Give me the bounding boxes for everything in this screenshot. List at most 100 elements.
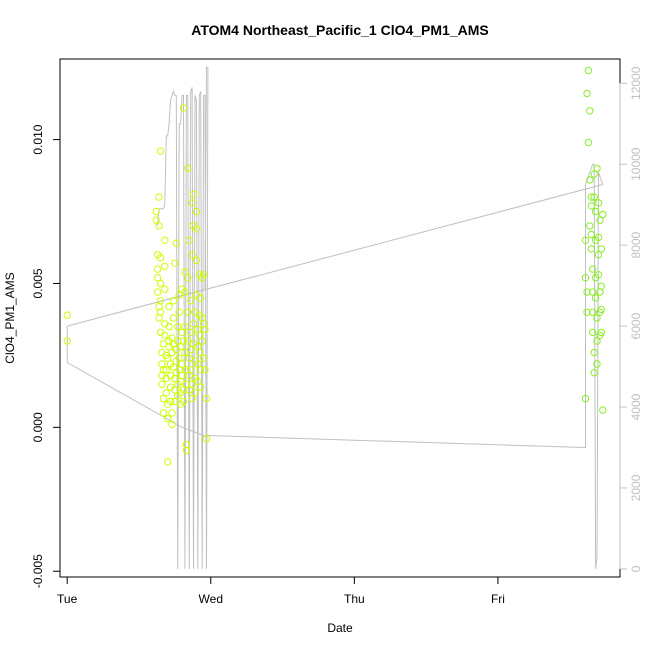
data-point <box>174 322 182 331</box>
data-point <box>166 397 175 406</box>
data-point <box>594 251 603 259</box>
altitude-line-path <box>66 66 604 569</box>
data-point <box>152 216 160 224</box>
y-axis-label: ClO4_PM1_AMS <box>3 272 17 363</box>
data-point <box>161 331 169 339</box>
data-point <box>175 354 183 362</box>
data-point <box>179 386 188 394</box>
data-point <box>181 322 189 331</box>
data-point <box>159 409 168 417</box>
data-point <box>153 265 162 273</box>
data-point <box>159 394 168 403</box>
data-point <box>590 170 598 178</box>
data-point <box>202 394 211 403</box>
data-point <box>594 199 603 207</box>
data-point <box>591 207 600 216</box>
data-point <box>192 256 201 265</box>
data-point <box>164 415 172 423</box>
data-point <box>169 314 178 322</box>
data-point <box>156 253 165 262</box>
data-point <box>168 409 176 417</box>
x-tick-label: Thu <box>344 592 365 606</box>
data-point <box>194 377 202 385</box>
data-point <box>162 366 171 374</box>
data-point <box>171 259 179 267</box>
data-point <box>185 386 193 394</box>
data-point <box>589 265 597 273</box>
data-point <box>188 199 196 207</box>
data-point <box>195 331 204 339</box>
y2-tick-label: 4000 <box>629 393 643 420</box>
data-point <box>187 297 195 305</box>
y-tick-label: 0.010 <box>31 124 45 154</box>
data-point <box>583 308 591 316</box>
data-point <box>593 314 601 322</box>
data-point <box>589 328 597 337</box>
data-point <box>581 236 590 245</box>
data-point <box>175 308 183 316</box>
data-point <box>199 271 208 279</box>
data-point <box>599 210 607 219</box>
data-point <box>184 274 192 282</box>
data-point <box>591 294 600 302</box>
data-point <box>155 193 163 201</box>
data-point <box>172 239 181 247</box>
data-point <box>581 394 590 403</box>
data-point <box>181 288 189 296</box>
data-point <box>63 337 71 345</box>
data-point <box>188 394 196 403</box>
data-point <box>201 325 209 334</box>
data-point <box>182 446 191 455</box>
data-point <box>201 366 209 374</box>
data-point <box>587 193 595 201</box>
data-point <box>583 288 591 296</box>
altitude-line <box>66 66 604 569</box>
data-point <box>179 337 188 345</box>
data-point <box>63 311 71 319</box>
chart-title: ATOM4 Northeast_Pacific_1 ClO4_PM1_AMS <box>191 22 488 38</box>
data-point <box>587 245 595 253</box>
data-point <box>169 363 178 371</box>
y-tick-label: -0.005 <box>31 554 45 588</box>
data-point <box>584 66 593 75</box>
data-point <box>152 207 160 216</box>
data-point <box>199 354 208 362</box>
y2-tick-label: 10000 <box>629 147 643 181</box>
data-point <box>169 297 178 305</box>
data-point <box>597 282 605 290</box>
data-point <box>593 337 601 345</box>
data-point <box>155 222 163 230</box>
y2-tick-label: 0 <box>629 565 643 572</box>
plot-area <box>59 58 621 578</box>
x-tick-label: Wed <box>199 592 223 606</box>
data-point <box>590 369 598 377</box>
data-point <box>162 389 171 397</box>
data-point <box>192 207 201 216</box>
data-point <box>583 89 591 98</box>
data-point <box>189 320 198 328</box>
data-point <box>182 366 191 374</box>
data-point <box>593 164 601 173</box>
data-point <box>168 420 176 429</box>
data-point <box>179 397 188 406</box>
data-point <box>182 440 191 449</box>
data-point <box>189 190 198 199</box>
data-point <box>161 262 169 270</box>
data-point <box>589 308 597 316</box>
data-point <box>165 302 173 311</box>
data-point <box>599 406 607 414</box>
data-point <box>597 328 605 337</box>
data-point <box>156 297 165 305</box>
data-point <box>197 366 205 374</box>
data-point <box>153 288 162 296</box>
y2-tick-label: 6000 <box>629 312 643 339</box>
data-point <box>184 164 192 173</box>
data-point <box>156 308 165 316</box>
data-point <box>159 340 168 348</box>
data-point <box>590 348 598 357</box>
data-point <box>178 371 186 380</box>
data-point <box>159 366 168 374</box>
data-point <box>184 337 192 345</box>
data-point <box>185 354 193 362</box>
